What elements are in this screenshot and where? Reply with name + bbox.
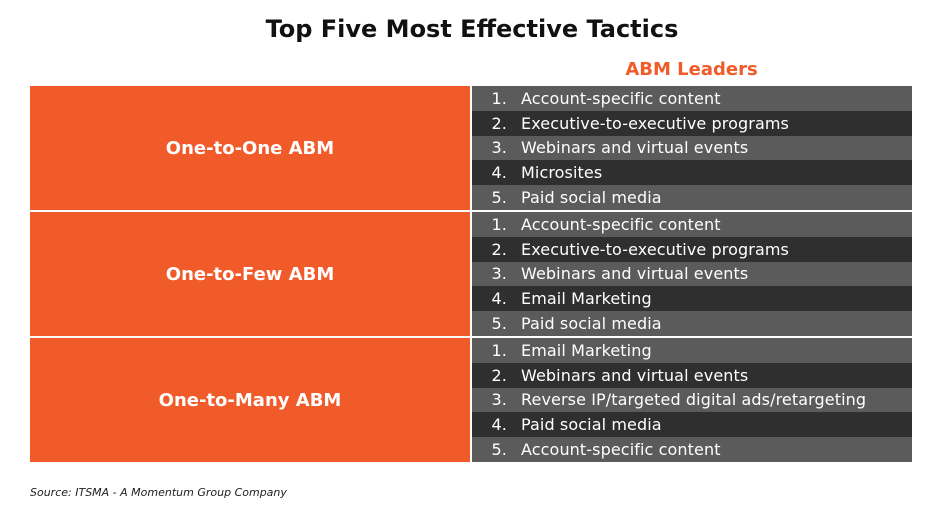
tactic-text: Webinars and virtual events: [521, 365, 749, 385]
tactic-text: Executive-to-executive programs: [521, 113, 789, 133]
column-header: ABM Leaders: [625, 59, 758, 80]
source-note: Source: ITSMA - A Momentum Group Company: [30, 486, 287, 499]
tactic-text: Account-specific content: [521, 214, 721, 234]
group-one-to-many: One-to-Many ABM 1. Email Marketing 2. Webi…: [30, 338, 912, 462]
tactic-text: Reverse IP/targeted digital ads/retarget…: [521, 390, 867, 410]
tactic-rank: 1.: [491, 88, 507, 108]
tactic-item: 1. Email Marketing: [472, 338, 912, 363]
tactic-text: Paid social media: [521, 188, 662, 208]
tactic-rank: 4.: [491, 163, 507, 183]
tactic-list: 1. Account-specific content 2. Executive-t…: [472, 212, 912, 336]
tactic-rank: 3.: [491, 264, 507, 284]
segment-label: One-to-Many ABM: [30, 338, 472, 462]
tactics-table: One-to-One ABM 1. Account-specific conten…: [30, 86, 912, 462]
tactic-item: 3. Reverse IP/targeted digital ads/retarg…: [472, 387, 912, 413]
tactic-item: 3. Webinars and virtual events: [472, 261, 912, 287]
tactic-text: Webinars and virtual events: [521, 138, 749, 158]
tactic-rank: 2.: [491, 239, 507, 259]
group-one-to-few: One-to-Few ABM 1. Account-specific conten…: [30, 212, 912, 338]
tactic-rank: 2.: [491, 365, 507, 385]
page-title: Top Five Most Effective Tactics: [265, 15, 679, 43]
group-one-to-one: One-to-One ABM 1. Account-specific conten…: [30, 86, 912, 212]
tactic-rank: 3.: [491, 138, 507, 158]
tactic-rank: 5.: [491, 440, 507, 460]
tactic-text: Email Marketing: [521, 289, 652, 309]
tactic-item: 4. Email Marketing: [472, 286, 912, 312]
tactic-item: 3. Webinars and virtual events: [472, 135, 912, 161]
tactic-rank: 1.: [491, 340, 507, 360]
tactic-item: 1. Account-specific content: [472, 212, 912, 237]
tactic-text: Paid social media: [521, 415, 662, 435]
tactic-text: Account-specific content: [521, 88, 721, 108]
tactic-rank: 5.: [491, 314, 507, 334]
tactic-item: 4. Paid social media: [472, 412, 912, 438]
tactic-rank: 5.: [491, 188, 507, 208]
tactic-item: 2. Executive-to-executive programs: [472, 236, 912, 262]
tactic-item: 2. Executive-to-executive programs: [472, 110, 912, 136]
tactic-item: 4. Microsites: [472, 160, 912, 186]
tactic-text: Webinars and virtual events: [521, 264, 749, 284]
tactic-rank: 4.: [491, 415, 507, 435]
tactic-text: Email Marketing: [521, 340, 652, 360]
tactic-rank: 1.: [491, 214, 507, 234]
tactic-text: Paid social media: [521, 314, 662, 334]
tactic-text: Executive-to-executive programs: [521, 239, 789, 259]
tactic-item: 5. Account-specific content: [472, 437, 912, 462]
tactic-item: 5. Paid social media: [472, 185, 912, 210]
tactic-item: 2. Webinars and virtual events: [472, 362, 912, 388]
tactic-text: Microsites: [521, 163, 603, 183]
tactic-rank: 4.: [491, 289, 507, 309]
tactic-list: 1. Account-specific content 2. Executive-t…: [472, 86, 912, 210]
segment-label: One-to-Few ABM: [30, 212, 472, 336]
tactic-rank: 2.: [491, 113, 507, 133]
tactic-text: Account-specific content: [521, 440, 721, 460]
tactic-list: 1. Email Marketing 2. Webinars and virtual…: [472, 338, 912, 462]
tactic-item: 1. Account-specific content: [472, 86, 912, 111]
tactic-item: 5. Paid social media: [472, 311, 912, 336]
segment-label: One-to-One ABM: [30, 86, 472, 210]
tactic-rank: 3.: [491, 390, 507, 410]
